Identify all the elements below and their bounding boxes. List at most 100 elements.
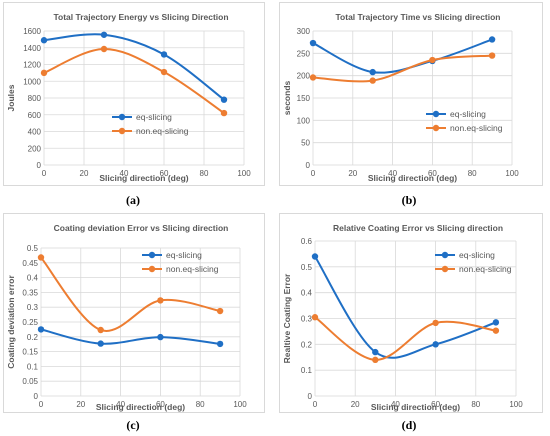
x-tick-label: 60 <box>156 400 165 409</box>
y-tick-label: 0 <box>37 161 42 170</box>
y-tick-label: 1400 <box>23 44 41 53</box>
y-tick-label: 0.1 <box>27 362 39 371</box>
y-tick-label: 0.6 <box>301 237 313 246</box>
data-point <box>97 326 104 334</box>
y-tick-label: 400 <box>28 128 42 137</box>
y-tick-label: 0.5 <box>27 244 39 253</box>
y-tick-label: 250 <box>297 49 311 58</box>
x-tick-label: 0 <box>42 169 47 178</box>
legend-label: non.eq-slicing <box>136 126 189 136</box>
x-tick-label: 40 <box>388 169 397 178</box>
y-tick-label: 150 <box>297 94 311 103</box>
data-point <box>157 297 164 304</box>
panel-label-a: (a) <box>126 193 140 207</box>
data-point <box>492 327 500 334</box>
data-point <box>40 69 48 77</box>
x-axis-title: Slicing direction (deg) <box>371 402 460 412</box>
panel-label-b: (b) <box>401 193 417 207</box>
series-line-non-eq-slicing <box>43 48 225 114</box>
x-tick-label: 80 <box>196 400 205 409</box>
chart-title: Total Trajectory Energy vs Slicing Direc… <box>53 12 228 22</box>
data-point <box>220 109 228 117</box>
x-tick-label: 0 <box>313 400 318 409</box>
data-point <box>100 31 108 38</box>
legend-marker <box>441 265 449 273</box>
x-tick-label: 20 <box>80 169 89 178</box>
x-tick-label: 100 <box>505 169 519 178</box>
x-tick-label: 20 <box>351 400 360 409</box>
x-tick-label: 100 <box>237 169 251 178</box>
data-point <box>160 51 168 58</box>
data-point <box>311 253 319 260</box>
y-tick-label: 600 <box>28 111 42 120</box>
chart-b-svg: Total Trajectory Time vs Slicing directi… <box>282 12 519 183</box>
y-axis-title: seconds <box>282 80 292 115</box>
data-point <box>160 68 168 76</box>
legend-label: eq-slicing <box>450 109 486 119</box>
x-tick-label: 60 <box>160 169 169 178</box>
x-tick-label: 100 <box>509 400 523 409</box>
chart-title: Coating deviation Error vs Slicing direc… <box>54 223 229 233</box>
x-tick-label: 20 <box>76 400 85 409</box>
data-point <box>432 341 439 348</box>
x-axis-title: Slicing direction (deg) <box>99 173 188 183</box>
chart-panel-a: Total Trajectory Energy vs Slicing Direc… <box>3 2 265 186</box>
y-tick-label: 200 <box>297 72 311 81</box>
y-tick-label: 0.4 <box>301 289 313 298</box>
y-tick-label: 1000 <box>23 77 41 86</box>
y-tick-label: 0.15 <box>22 348 38 357</box>
data-point <box>492 319 500 326</box>
data-point <box>429 56 436 64</box>
data-point <box>488 36 496 43</box>
panel-label-c: (c) <box>126 418 140 432</box>
legend-label: eq-slicing <box>459 250 495 260</box>
y-axis-title: Joules <box>6 84 16 111</box>
data-point <box>100 45 108 53</box>
data-point <box>372 356 379 364</box>
data-point <box>157 333 164 341</box>
legend-marker <box>118 127 126 135</box>
y-tick-label: 1200 <box>23 61 41 70</box>
data-point <box>37 326 45 333</box>
series-line-eq-slicing <box>43 33 225 101</box>
legend-marker <box>432 110 440 118</box>
data-point <box>220 96 228 103</box>
chart-c-svg: Coating deviation Error vs Slicing direc… <box>6 223 247 412</box>
chart-panel-b: Total Trajectory Time vs Slicing directi… <box>279 2 543 186</box>
x-axis-title: Slicing direction (deg) <box>96 402 185 412</box>
chart-a-svg: Total Trajectory Energy vs Slicing Direc… <box>6 12 251 183</box>
data-point <box>216 307 224 315</box>
x-tick-label: 40 <box>116 400 125 409</box>
series-line-eq-slicing <box>312 38 493 74</box>
legend-label: non.eq-slicing <box>450 123 503 133</box>
y-axis-title: Coating deviation error <box>6 275 16 369</box>
x-tick-label: 40 <box>120 169 129 178</box>
legend-label: eq-slicing <box>166 250 202 260</box>
panel-label-d: (d) <box>401 418 417 432</box>
y-tick-label: 0.2 <box>27 333 39 342</box>
legend-marker <box>148 265 156 273</box>
x-tick-label: 0 <box>39 400 44 409</box>
y-tick-label: 0.05 <box>22 377 38 386</box>
chart-title: Relative Coating Error vs Slicing direct… <box>333 223 503 233</box>
data-point <box>309 39 317 47</box>
x-tick-label: 80 <box>468 169 477 178</box>
data-point <box>369 68 376 76</box>
legend-label: non.eq-slicing <box>459 264 512 274</box>
y-tick-label: 0.3 <box>301 315 313 324</box>
y-tick-label: 0.4 <box>27 274 39 283</box>
y-tick-label: 0 <box>308 392 313 401</box>
legend-marker <box>441 251 449 259</box>
y-tick-label: 0.2 <box>301 340 313 349</box>
data-point <box>369 77 376 84</box>
legend-label: non.eq-slicing <box>166 264 219 274</box>
y-tick-label: 0.1 <box>301 366 313 375</box>
data-point <box>97 340 104 347</box>
x-tick-label: 0 <box>311 169 316 178</box>
data-point <box>372 348 379 356</box>
x-tick-label: 80 <box>471 400 480 409</box>
data-point <box>488 52 496 59</box>
data-point <box>309 74 317 81</box>
y-tick-label: 0.3 <box>27 303 39 312</box>
data-point <box>216 340 224 348</box>
